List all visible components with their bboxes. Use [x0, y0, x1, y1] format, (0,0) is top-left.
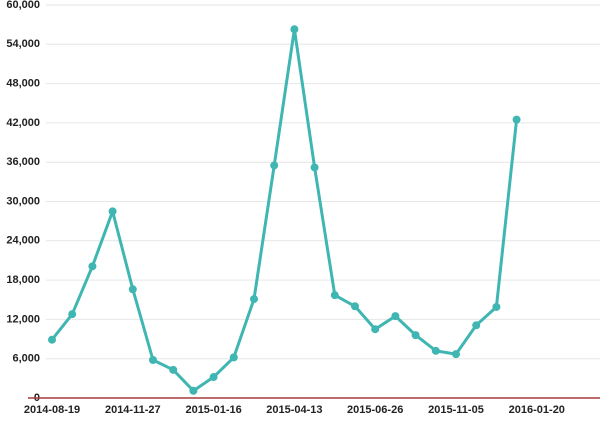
data-point — [189, 386, 198, 395]
data-point — [310, 163, 319, 172]
data-point — [149, 356, 157, 365]
y-tick-label: 42,000 — [6, 117, 40, 129]
data-point — [270, 161, 279, 170]
data-point — [391, 312, 400, 321]
y-tick-label: 30,000 — [6, 195, 40, 207]
data-point — [209, 373, 218, 382]
data-point — [330, 291, 339, 300]
data-point — [128, 285, 137, 294]
y-tick-label: 6,000 — [12, 353, 40, 365]
y-tick-label: 54,000 — [6, 38, 40, 50]
x-tick-label: 2015-11-05 — [428, 404, 484, 416]
data-point — [351, 302, 359, 311]
data-point — [48, 335, 56, 344]
x-tick-label: 2016-01-20 — [509, 404, 565, 416]
data-point — [229, 353, 238, 362]
y-tick-label: 60,000 — [6, 0, 40, 11]
y-tick-label: 18,000 — [6, 274, 40, 286]
y-tick-label: 48,000 — [6, 78, 40, 90]
data-point — [108, 207, 117, 216]
x-tick-label: 2015-04-13 — [266, 404, 322, 416]
data-point — [68, 310, 77, 319]
data-point — [290, 25, 299, 34]
data-point — [411, 331, 420, 340]
data-point — [250, 295, 258, 304]
x-tick-label: 2015-06-26 — [347, 404, 403, 416]
data-point — [512, 115, 521, 124]
data-point — [492, 302, 501, 311]
x-tick-label: 2015-01-16 — [185, 404, 241, 416]
data-point — [371, 325, 380, 334]
data-point — [452, 350, 460, 359]
x-tick-label: 2014-08-19 — [24, 404, 80, 416]
data-point — [169, 365, 178, 374]
data-point — [472, 321, 481, 330]
data-point — [88, 262, 97, 271]
y-tick-label: 36,000 — [6, 156, 40, 168]
y-tick-label: 24,000 — [6, 235, 40, 247]
x-tick-label: 2014-11-27 — [105, 404, 161, 416]
data-point — [431, 346, 440, 355]
y-tick-label: 12,000 — [6, 313, 40, 325]
